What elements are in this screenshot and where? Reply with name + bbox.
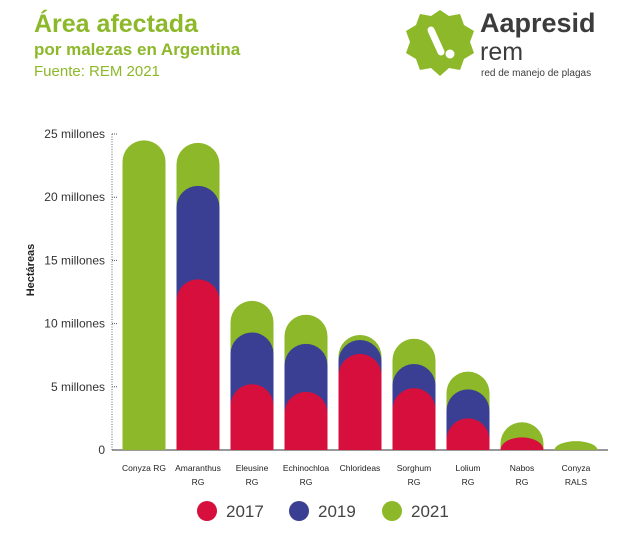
- legend-swatch-2021: [382, 501, 402, 521]
- y-tick-label: 5 millones: [51, 380, 105, 394]
- x-tick-label: Nabos: [510, 463, 535, 473]
- bar-chart: 0 5 millones 10 millones 15 millones 20 mill…: [25, 127, 608, 487]
- chart-legend: 2017 2019 2021: [0, 497, 642, 527]
- bar-2017: [284, 391, 328, 450]
- x-tick-label: RG: [300, 477, 313, 487]
- legend-label-2021: 2021: [411, 502, 449, 521]
- logo-subname: rem: [480, 38, 524, 66]
- x-tick-label: Conyza: [562, 463, 591, 473]
- logo-badge-icon: [406, 10, 474, 76]
- y-tick-label: 0: [98, 443, 105, 457]
- x-tick-label: Chlorideas: [340, 463, 381, 473]
- logo-name: Aapresid: [480, 8, 596, 38]
- x-tick-label: Conyza RG: [122, 463, 166, 473]
- y-tick-label: 20 millones: [44, 190, 105, 204]
- aapresid-rem-logo: Aapresid rem red de manejo de plagas: [404, 6, 634, 88]
- legend-swatch-2017: [197, 501, 217, 521]
- legend-label-2017: 2017: [226, 502, 264, 521]
- x-tick-label: RG: [246, 477, 259, 487]
- y-axis-title: Hectáreas: [25, 244, 37, 297]
- x-tick-label: Amaranthus: [175, 463, 221, 473]
- bar-2017: [338, 353, 382, 450]
- logo-tagline: red de manejo de plagas: [481, 68, 592, 79]
- x-tick-label: RG: [192, 477, 205, 487]
- legend-label-2019: 2019: [318, 502, 356, 521]
- x-tick-label: Eleusine: [236, 463, 269, 473]
- y-tick-label: 15 millones: [44, 253, 105, 267]
- x-tick-label: Echinochloa: [283, 463, 330, 473]
- y-tick-label: 25 millones: [44, 127, 105, 141]
- bar-2017: [446, 418, 490, 450]
- bar-2017: [176, 279, 220, 450]
- x-tick-label: Sorghum: [397, 463, 432, 473]
- bar-2021: [122, 140, 166, 450]
- bar-2017: [230, 384, 274, 450]
- chart-title: Área afectada: [34, 10, 198, 38]
- bar-2021: [554, 441, 598, 450]
- x-tick-label: RG: [408, 477, 421, 487]
- x-tick-label: Lolium: [455, 463, 480, 473]
- chart-source: Fuente: REM 2021: [34, 63, 160, 80]
- x-tick-label: RG: [462, 477, 475, 487]
- y-tick-label: 10 millones: [44, 317, 105, 331]
- bar-2017: [500, 437, 544, 450]
- x-tick-label: RALS: [565, 477, 588, 487]
- chart-subtitle: por malezas en Argentina: [34, 40, 241, 59]
- bar-2017: [392, 388, 436, 450]
- x-tick-label: RG: [516, 477, 529, 487]
- legend-swatch-2019: [289, 501, 309, 521]
